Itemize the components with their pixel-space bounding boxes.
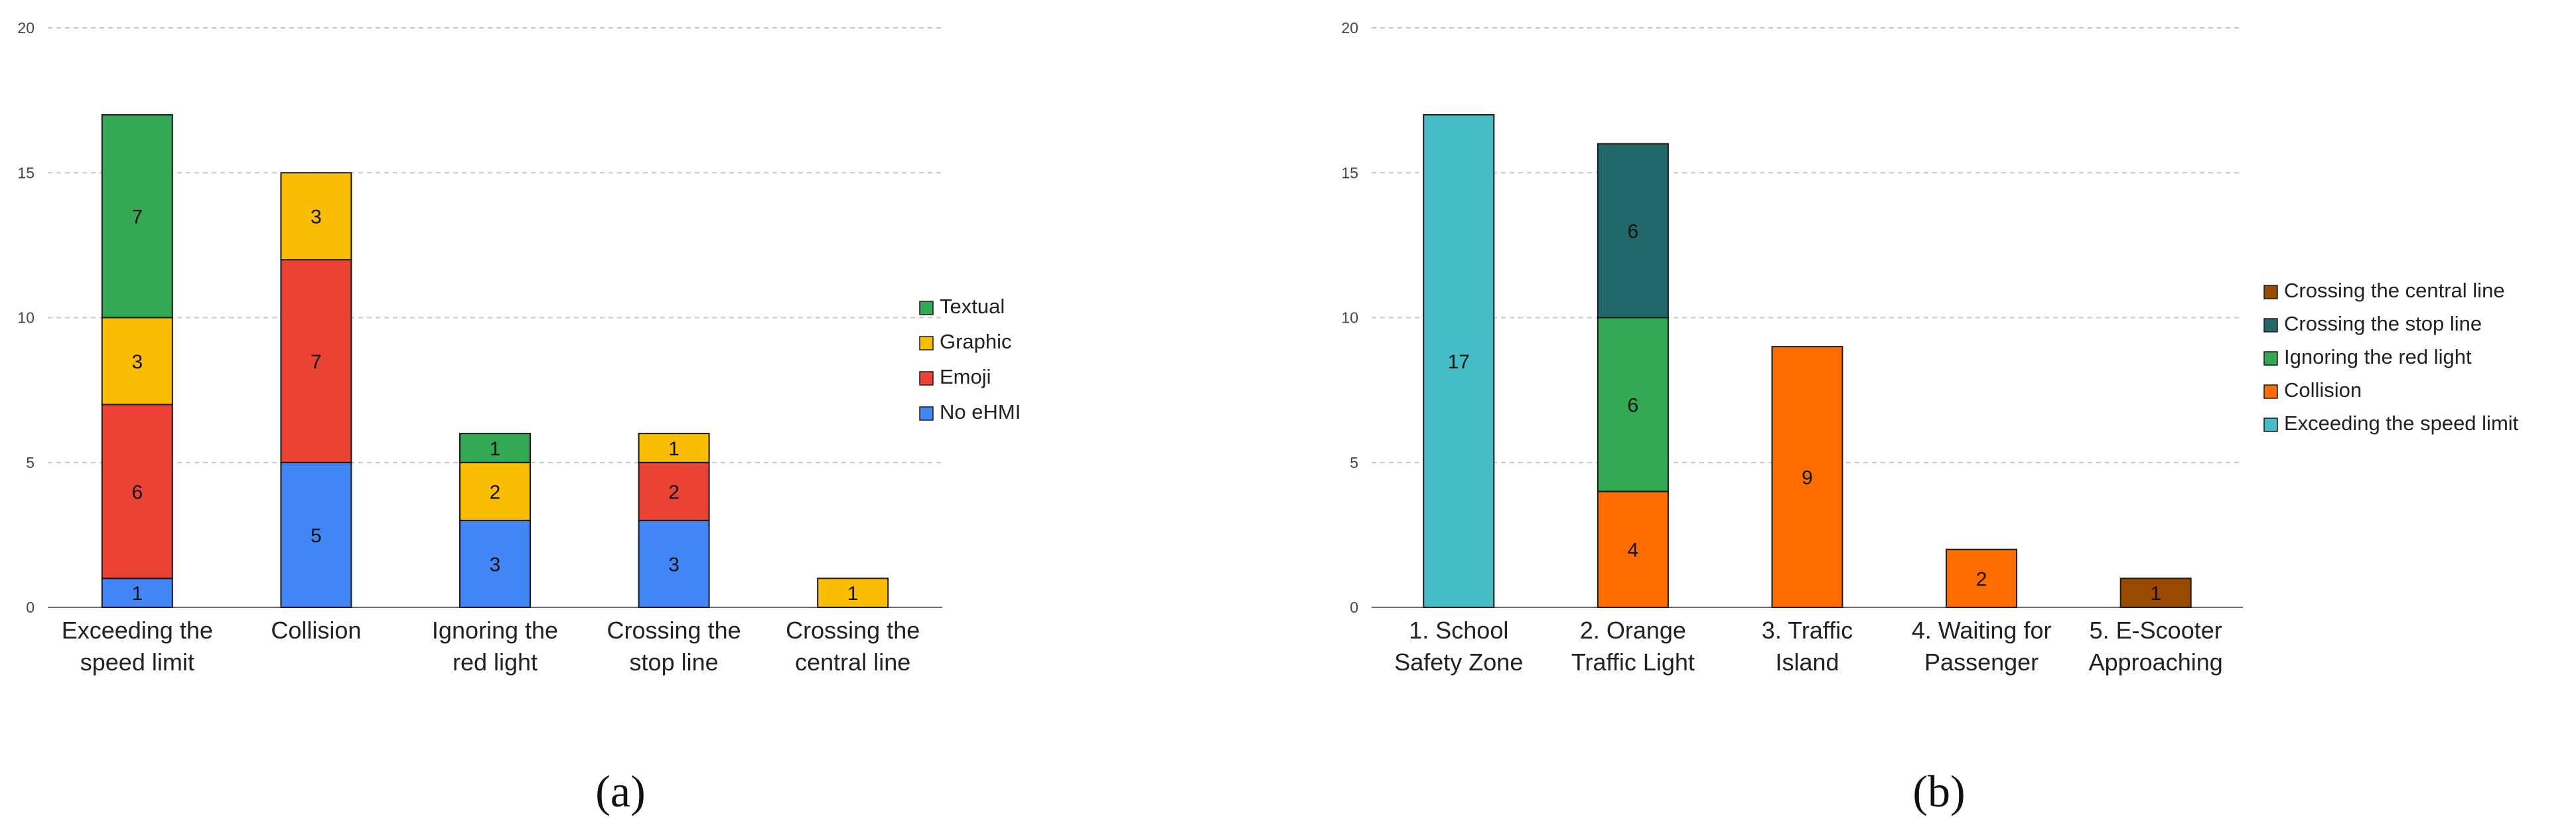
legend-label-crossing-the-central-line: Crossing the central line <box>2284 279 2505 302</box>
y-tick-label: 10 <box>1341 309 1358 327</box>
bar-segment-crossing-the-stop-line <box>1597 143 1669 319</box>
bar-value-label: 17 <box>1448 351 1470 373</box>
bar-segment-textual <box>101 114 173 319</box>
y-tick-label: 20 <box>1341 19 1358 37</box>
bar-value-label: 2 <box>668 481 680 503</box>
bar-segment-textual <box>459 433 531 463</box>
x-category-label: Ignoring the red light <box>432 617 558 676</box>
bar-segment-graphic <box>459 461 531 522</box>
bar-value-label: 3 <box>668 554 680 576</box>
bar-segment-collision <box>1597 491 1669 609</box>
bar-segment-ignoring-the-red-light <box>1597 317 1669 493</box>
x-category-label: 1. School Safety Zone <box>1394 617 1523 676</box>
x-category-label: Crossing the central line <box>786 617 920 676</box>
bar-value-label: 2 <box>1976 568 1987 590</box>
legend-swatch-no-ehmi <box>919 406 934 421</box>
bar-value-label: 9 <box>1802 467 1813 489</box>
legend-swatch-graphic <box>919 336 934 350</box>
y-tick-label: 5 <box>26 454 35 471</box>
legend-swatch-textual <box>919 301 934 315</box>
bar-segment-no-ehmi <box>280 461 352 608</box>
x-category-label: Crossing the stop line <box>607 617 741 676</box>
y-tick-label: 0 <box>1350 599 1358 616</box>
bar-value-label: 1 <box>2150 583 2161 605</box>
legend-label-emoji: Emoji <box>940 365 991 388</box>
y-tick-label: 15 <box>1341 164 1358 181</box>
bar-segment-collision <box>1946 548 2018 609</box>
y-tick-label: 15 <box>17 164 35 181</box>
bar-segment-emoji <box>280 259 352 463</box>
bar-value-label: 5 <box>311 525 322 547</box>
bar-segment-emoji <box>638 461 710 522</box>
bar-segment-graphic <box>817 577 889 608</box>
bar-value-label: 3 <box>490 554 501 576</box>
bar-value-label: 2 <box>490 481 501 503</box>
bar-value-label: 1 <box>490 438 501 460</box>
bar-value-label: 6 <box>131 481 143 503</box>
legend-label-exceeding-the-speed-limit: Exceeding the speed limit <box>2284 412 2519 435</box>
x-category-label: 5. E-Scooter Approaching <box>2089 617 2223 676</box>
legend-swatch-exceeding-the-speed-limit <box>2263 418 2278 432</box>
legend-label-ignoring-the-red-light: Ignoring the red light <box>2284 345 2472 368</box>
x-category-label: Collision <box>271 617 361 644</box>
panel-label: (a) <box>595 766 645 816</box>
legend-label-no-ehmi: No eHMI <box>940 400 1021 423</box>
y-tick-label: 20 <box>17 19 35 37</box>
chart-a: 0 5 10 15 20 1 6 3 7 Exceeding the speed limit 5 7 3 C… <box>17 19 1021 816</box>
bar-segment-exceeding-the-speed-limit <box>1423 114 1495 608</box>
chart-b: 0 5 10 15 20 17 1. School Safety Zone 4 6 6 2. Oran… <box>1341 19 2518 816</box>
bar-segment-graphic <box>101 317 173 406</box>
legend-label-textual: Textual <box>940 295 1005 318</box>
bar-value-label: 6 <box>1628 221 1639 243</box>
x-category-label: Exceeding the speed limit <box>62 617 213 676</box>
bar-value-label: 3 <box>311 206 322 228</box>
legend-swatch-crossing-the-stop-line <box>2263 318 2278 333</box>
bar-segment-collision <box>1771 346 1843 609</box>
bar-segment-no-ehmi <box>638 520 710 608</box>
y-tick-label: 10 <box>17 309 35 327</box>
x-category-label: 2. Orange Traffic Light <box>1571 617 1695 676</box>
bar-segment-emoji <box>101 404 173 579</box>
legend-swatch-ignoring-the-red-light <box>2263 351 2278 366</box>
legend-label-collision: Collision <box>2284 378 2362 402</box>
y-tick-label: 5 <box>1350 454 1358 471</box>
bar-value-label: 7 <box>131 206 143 228</box>
bar-value-label: 4 <box>1628 540 1639 562</box>
x-category-label: 4. Waiting for Passenger <box>1912 617 2052 676</box>
bar-value-label: 7 <box>311 351 322 373</box>
legend-label-graphic: Graphic <box>940 330 1012 353</box>
bar-value-label: 1 <box>847 583 859 605</box>
bar-value-label: 1 <box>131 583 143 605</box>
legend-label-crossing-the-stop-line: Crossing the stop line <box>2284 312 2482 335</box>
bar-value-label: 1 <box>668 438 680 460</box>
bar-segment-no-ehmi <box>101 577 173 608</box>
legend-swatch-collision <box>2263 384 2278 399</box>
bar-segment-graphic <box>638 433 710 463</box>
panel-label: (b) <box>1912 766 1965 816</box>
legend-swatch-crossing-the-central-line <box>2263 285 2278 299</box>
y-tick-label: 0 <box>26 599 35 616</box>
bar-value-label: 6 <box>1628 394 1639 416</box>
bar-value-label: 3 <box>131 351 143 373</box>
bar-segment-crossing-the-central-line <box>2119 577 2192 608</box>
bar-segment-graphic <box>280 172 352 261</box>
x-category-label: 3. Traffic Island <box>1762 617 1853 676</box>
legend-swatch-emoji <box>919 371 934 386</box>
